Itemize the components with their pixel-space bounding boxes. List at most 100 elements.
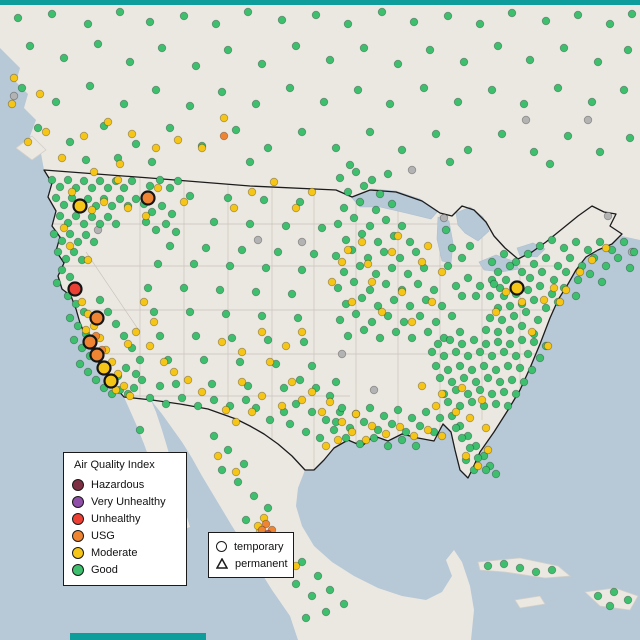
monitor-dot-moderate[interactable] [317,407,327,417]
monitor-dot-good[interactable] [535,241,545,251]
monitor-dot-moderate[interactable] [397,287,407,297]
monitor-dot-moderate[interactable] [123,339,133,349]
monitor-dot-good[interactable] [529,259,539,269]
monitor-dot-good[interactable] [339,599,349,609]
monitor-dot-good[interactable] [509,311,519,321]
monitor-dot-moderate[interactable] [197,143,207,153]
monitor-dot-good[interactable] [487,351,497,361]
monitor-dot-good[interactable] [395,253,405,263]
monitor-dot-good[interactable] [89,237,99,247]
monitor-dot-good[interactable] [161,399,171,409]
monitor-dot-good[interactable] [171,227,181,237]
monitor-dot-good[interactable] [265,415,275,425]
temporary-monitor-marker[interactable] [509,280,525,296]
monitor-dot-good[interactable] [165,241,175,251]
monitor-dot-good[interactable] [151,225,161,235]
monitor-dot-good[interactable] [625,133,635,143]
monitor-dot-good[interactable] [103,183,113,193]
monitor-dot-moderate[interactable] [173,135,183,145]
monitor-dot-good[interactable] [443,261,453,271]
monitor-dot-good[interactable] [237,245,247,255]
monitor-dot-good[interactable] [127,176,137,186]
monitor-dot-moderate[interactable] [237,347,247,357]
monitor-dot-good[interactable] [351,309,361,319]
monitor-dot-good[interactable] [223,445,233,455]
monitor-dot-good[interactable] [257,59,267,69]
monitor-dot-good[interactable] [451,347,461,357]
monitor-dot-good[interactable] [559,43,569,53]
monitor-dot-good[interactable] [475,19,485,29]
monitor-dot-good[interactable] [517,335,527,345]
monitor-dot-good[interactable] [541,303,551,313]
monitor-dot-moderate[interactable] [491,307,501,317]
monitor-dot-good[interactable] [167,209,177,219]
monitor-dot-good[interactable] [331,143,341,153]
monitor-dot-good[interactable] [425,45,435,55]
monitor-dot-good[interactable] [263,503,273,513]
monitor-dot-good[interactable] [95,295,105,305]
monitor-dot-moderate[interactable] [89,167,99,177]
monitor-dot-good[interactable] [135,425,145,435]
monitor-dot-good[interactable] [367,317,377,327]
monitor-dot-moderate[interactable] [465,413,475,423]
monitor-dot-good[interactable] [341,235,351,245]
monitor-dot-good[interactable] [629,247,639,257]
monitor-dot-good[interactable] [145,17,155,27]
monitor-dot-good[interactable] [355,261,365,271]
monitor-dot-good[interactable] [379,411,389,421]
monitor-dot-good[interactable] [225,261,235,271]
monitor-dot-good[interactable] [359,325,369,335]
monitor-dot-good[interactable] [431,129,441,139]
monitor-dot-moderate[interactable] [407,317,417,327]
monitor-dot-good[interactable] [473,453,483,463]
monitor-dot-moderate[interactable] [99,197,109,207]
monitor-dot-moderate[interactable] [337,417,347,427]
monitor-dot-moderate[interactable] [131,327,141,337]
monitor-dot-good[interactable] [625,263,635,273]
monitor-dot-good[interactable] [411,247,421,257]
monitor-dot-good[interactable] [245,219,255,229]
monitor-dot-good[interactable] [331,377,341,387]
monitor-dot-good[interactable] [291,579,301,589]
monitor-dot-good[interactable] [111,319,121,329]
monitor-dot-good[interactable] [443,11,453,21]
monitor-dot-good[interactable] [519,99,529,109]
monitor-dot-good[interactable] [431,317,441,327]
monitor-dot-good[interactable] [541,253,551,263]
monitor-dot-good[interactable] [623,595,633,605]
monitor-dot-good[interactable] [383,169,393,179]
monitor-dot-moderate[interactable] [213,451,223,461]
monitor-dot-moderate[interactable] [427,297,437,307]
monitor-dot-moderate[interactable] [57,153,67,163]
monitor-dot-good[interactable] [79,219,89,229]
monitor-dot-good[interactable] [549,275,559,285]
monitor-dot-good[interactable] [571,291,581,301]
monitor-dot-good[interactable] [471,377,481,387]
monitor-dot-moderate[interactable] [23,137,33,147]
monitor-dot-good[interactable] [301,427,311,437]
monitor-dot-good[interactable] [223,45,233,55]
monitor-dot-good[interactable] [455,327,465,337]
monitor-dot-moderate[interactable] [159,357,169,367]
monitor-dot-good[interactable] [387,263,397,273]
monitor-dot-good[interactable] [297,557,307,567]
monitor-dot-good[interactable] [95,219,105,229]
monitor-dot-good[interactable] [137,375,147,385]
monitor-dot-good[interactable] [307,407,317,417]
monitor-dot-good[interactable] [285,419,295,429]
monitor-dot-moderate[interactable] [79,131,89,141]
monitor-dot-good[interactable] [69,247,79,257]
monitor-dot-good[interactable] [499,249,509,259]
monitor-dot-good[interactable] [353,85,363,95]
monitor-dot-good[interactable] [351,167,361,177]
monitor-dot-good[interactable] [381,279,391,289]
monitor-dot-moderate[interactable] [257,327,267,337]
monitor-dot-good[interactable] [479,361,489,371]
monitor-dot-moderate[interactable] [141,211,151,221]
monitor-dot-good[interactable] [503,361,513,371]
monitor-dot-good[interactable] [507,8,517,18]
monitor-dot-good[interactable] [321,607,331,617]
monitor-dot-moderate[interactable] [65,241,75,251]
monitor-dot-good[interactable] [217,87,227,97]
monitor-dot-good[interactable] [61,254,71,264]
